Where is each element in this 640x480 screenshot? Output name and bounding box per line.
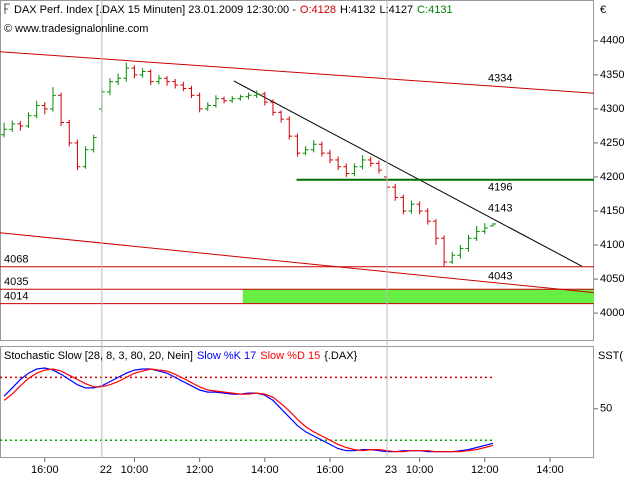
y-tick-label: 4000 [600,307,624,319]
stoch-plot [0,367,494,453]
trend-line [233,80,583,267]
line-label: 4014 [4,290,28,302]
chart-title: DAX Perf. Index [.DAX 15 Minuten] 23.01.… [14,4,296,16]
line-label: 4035 [4,276,28,288]
stoch-title: Stochastic Slow [28, 8, 3, 80, 20, Nein]… [4,350,358,362]
legend-entry: Slow %D 15 [260,350,320,362]
x-tick-label: 12:00 [471,464,499,476]
stoch-suffix: {.DAX} [324,350,357,362]
y-tick-label: 4350 [600,69,624,81]
legend-entry: Slow %K 17 [197,350,256,362]
y-tick-label: 4050 [600,273,624,285]
y-tick-label: 50 [600,403,612,415]
x-tick-label: 12:00 [186,464,214,476]
y-tick-label: 4150 [600,205,624,217]
day-label: 22 [100,464,112,476]
quote-label: L:4127 [379,4,413,16]
line-label: 4334 [488,73,512,85]
stoch-name: Stochastic Slow [28, 8, 3, 80, 20, Nein] [4,350,193,362]
trend-line [0,232,594,294]
stoch-axis-label: SST( [598,350,623,362]
line-label: 4068 [4,254,28,266]
stoch-panel-border [0,346,594,458]
subtitle: © www.tradesignalonline.com [4,23,148,35]
y-tick-label: 4300 [600,103,624,115]
zone-fill [242,289,594,304]
labels: DAX Perf. Index [.DAX 15 Minuten] 23.01.… [4,3,623,362]
quote-label: C:4131 [417,4,452,16]
icon [4,3,10,14]
header: DAX Perf. Index [.DAX 15 Minuten] 23.01.… [14,4,453,16]
main-plot [0,51,594,305]
line-label: 4043 [488,271,512,283]
y-tick-label: 4100 [600,239,624,251]
line-label: 4196 [488,182,512,194]
axes: 22 23 16:00 10:00 12:00 14:00 16:00 10:00 12:00 1… [31,0,624,476]
stoch-line [3,368,494,453]
quote-label: O:4128 [300,4,336,16]
y-tick-label: 4250 [600,137,624,149]
y-tick-label: 4200 [600,171,624,183]
x-tick-label: 16:00 [316,464,344,476]
line-label: 4143 [488,203,512,215]
main-panel-border [0,0,594,341]
x-tick-label: 14:00 [251,464,279,476]
x-tick-label: 10:00 [406,464,434,476]
quote-label: H:4132 [340,4,375,16]
x-tick-label: 16:00 [31,464,59,476]
y-unit: € [600,4,606,16]
day-label: 23 [385,464,397,476]
y-tick-label: 4400 [600,35,624,47]
x-tick-label: 14:00 [536,464,564,476]
trend-line [0,51,594,94]
x-tick-label: 10:00 [121,464,149,476]
